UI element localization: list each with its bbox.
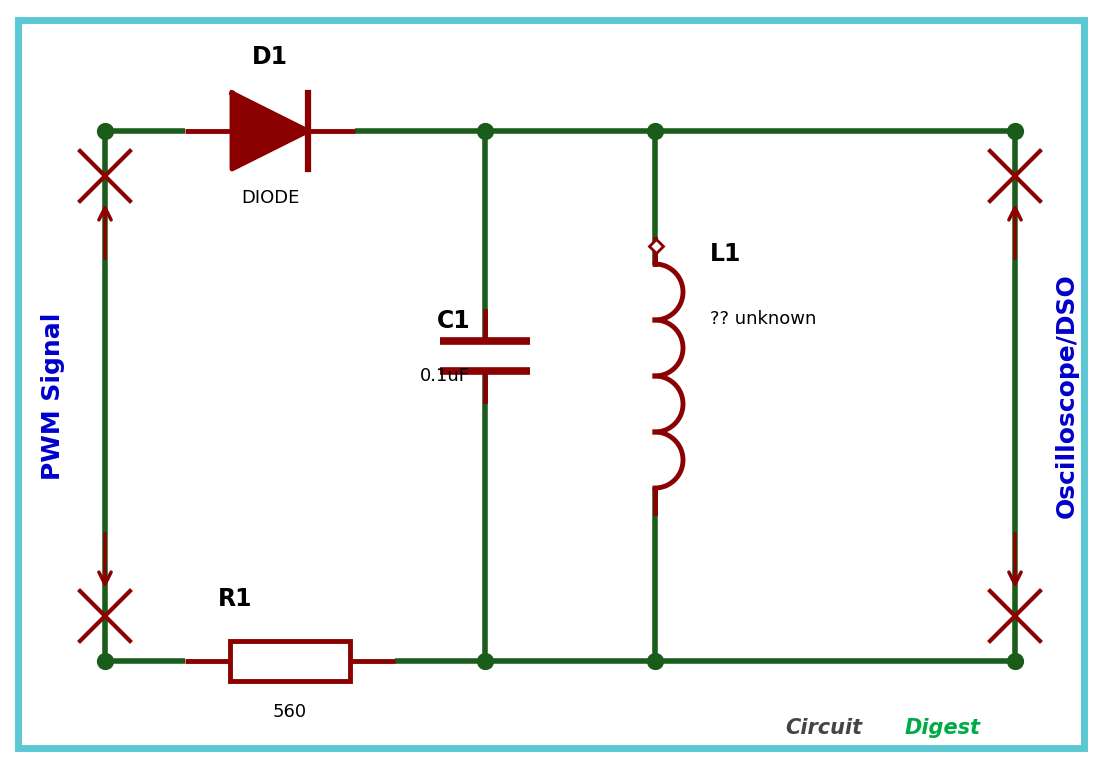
- Polygon shape: [233, 93, 307, 169]
- Point: [1006, 125, 1024, 137]
- Text: DIODE: DIODE: [241, 189, 299, 207]
- Text: 560: 560: [273, 703, 307, 721]
- Text: L1: L1: [710, 242, 742, 266]
- Text: Digest: Digest: [905, 718, 981, 738]
- Bar: [230, 641, 350, 681]
- Text: Circuit: Circuit: [785, 718, 862, 738]
- Text: 0.1uF: 0.1uF: [420, 367, 469, 385]
- FancyBboxPatch shape: [18, 20, 1084, 748]
- Text: PWM Signal: PWM Signal: [41, 313, 65, 480]
- Text: Oscilloscope/DSO: Oscilloscope/DSO: [1055, 273, 1079, 519]
- Point: [1006, 655, 1024, 667]
- Point: [646, 655, 663, 667]
- Text: D1: D1: [252, 45, 288, 69]
- Text: C1: C1: [436, 309, 469, 333]
- Point: [476, 125, 494, 137]
- Point: [96, 655, 114, 667]
- Point: [646, 125, 663, 137]
- Point: [476, 655, 494, 667]
- Point: [96, 125, 114, 137]
- Text: R1: R1: [218, 587, 252, 611]
- Text: ?? unknown: ?? unknown: [710, 310, 817, 328]
